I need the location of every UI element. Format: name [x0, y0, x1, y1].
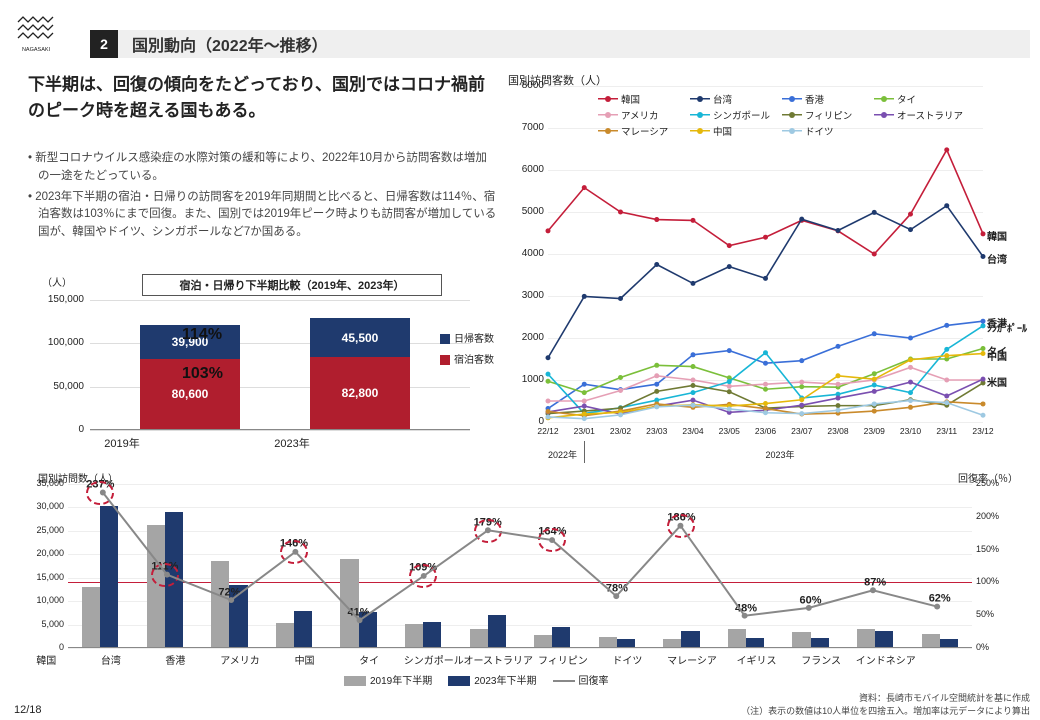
series-end-label: 台湾 — [987, 251, 1007, 266]
svg-text:NAGASAKI: NAGASAKI — [22, 47, 51, 53]
series-end-label: ｼﾝｶﾞﾎﾟｰﾙ — [987, 320, 1027, 335]
pct-arrow-label: 114% — [182, 326, 222, 344]
bar-chart-title: 宿泊・日帰り下半期比較（2019年、2023年） — [142, 274, 442, 296]
pct-arrow-label: 103% — [182, 365, 223, 383]
series-end-label: 韓国 — [987, 228, 1007, 243]
bar-comparison-chart: （人） 宿泊・日帰り下半期比較（2019年、2023年） 050,000100,… — [22, 280, 492, 460]
header-bar: 2 国別動向（2022年～推移） — [90, 30, 1030, 58]
page-title: 国別動向（2022年～推移） — [132, 32, 328, 56]
note-text: （注）表示の数値は10人単位を四捨五入。増加率は元データにより算出 — [741, 704, 1030, 717]
bar-segment: 45,500 — [310, 318, 410, 357]
bullet-item: • 新型コロナウイルス感染症の水際対策の緩和等により、2022年10月から訪問客… — [28, 150, 498, 186]
page-number: 12/18 — [14, 704, 42, 716]
line-chart: 国別訪問客数（人） 010002000300040005000600070008… — [508, 72, 1028, 457]
logo: NAGASAKI — [14, 10, 58, 54]
bar-y-label: （人） — [42, 274, 72, 289]
series-end-label: 中国 — [987, 348, 1007, 363]
combo-chart: 国別訪問数（人） 回復率（％） 05,00010,00015,00020,000… — [14, 472, 1026, 692]
bar-legend: 日帰客数宿泊客数 — [440, 330, 494, 372]
bullet-item: • 2023年下半期の宿泊・日帰りの訪問客を2019年同期間と比べると、日帰客数… — [28, 189, 498, 242]
combo-legend: 2019年下半期2023年下半期回復率 — [344, 672, 609, 687]
line-legend: 韓国台湾香港タイアメリカシンガポールフィリピンオーストラリアマレーシア中国ドイツ — [598, 92, 978, 140]
bullet-list: • 新型コロナウイルス感染症の水際対策の緩和等により、2022年10月から訪問客… — [28, 150, 498, 245]
bar-segment: 82,800 — [310, 357, 410, 429]
headline: 下半期は、回復の傾向をたどっており、国別ではコロナ禍前のピーク時を超える国もある… — [28, 72, 498, 123]
series-end-label: 米国 — [987, 374, 1007, 389]
section-number: 2 — [90, 30, 118, 58]
source-text: 資料：長崎市モバイル空間統計を基に作成 — [859, 691, 1030, 704]
